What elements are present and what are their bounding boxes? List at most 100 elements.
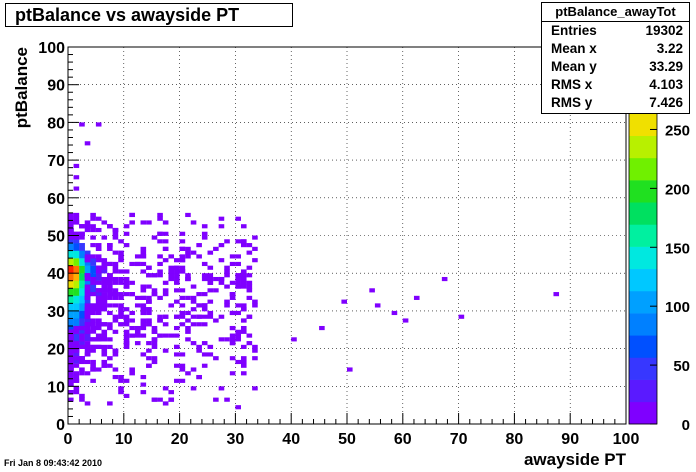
heatmap-cell [90,254,96,259]
heatmap-cell [168,269,175,274]
heatmap-cell [168,333,175,338]
heatmap-cell [73,390,80,395]
heatmap-cell [201,352,208,357]
heatmap-cell [68,356,74,361]
heatmap-cell [79,280,85,289]
y-tick-label: 80 [47,115,65,132]
heatmap-cell [118,250,124,255]
heatmap-cell [168,303,175,308]
heatmap-cell [151,344,158,349]
heatmap-cell [235,273,241,278]
x-tick-label: 30 [227,431,245,448]
heatmap-cell [107,273,113,278]
color-scale-step [629,246,657,270]
heatmap-cell [201,261,208,267]
heatmap-cell [201,303,208,308]
heatmap-cell [112,288,119,293]
heatmap-cell [73,186,80,191]
heatmap-cell [107,276,113,282]
heatmap-cell [90,224,96,229]
heatmap-cell [118,280,124,285]
heatmap-cell [185,273,191,278]
heatmap-cell [118,322,124,327]
x-tick-label: 20 [171,431,189,448]
heatmap-cell [140,288,147,293]
heatmap-cell [179,239,186,244]
heatmap-cell [79,310,85,319]
heatmap-cell [101,344,108,349]
heatmap-cell [190,322,197,327]
heatmap-cell [213,397,219,402]
color-scale-step [629,290,657,314]
heatmap-cell [140,220,147,225]
heatmap-cell [134,329,141,334]
y-tick-label: 50 [47,229,65,246]
heatmap-cell [207,352,214,357]
x-tick-label: 40 [282,431,300,448]
color-scale-step [629,113,657,137]
stats-row-rms-x: RMS x 4.103 [542,76,689,94]
heatmap-cell [146,295,152,300]
heatmap-cell [118,254,124,259]
heatmap-cell [162,348,169,353]
heatmap-cell [73,356,80,361]
heatmap-cell [229,254,236,259]
heatmap-cell [185,318,191,323]
heatmap-cell [240,359,247,365]
stats-row-mean-y: Mean y 33.29 [542,58,689,76]
heatmap-cell [168,397,175,402]
heatmap-cell [207,344,214,349]
heatmap-cell [73,303,80,312]
heatmap-cell [213,356,219,361]
heatmap-cell [123,280,130,285]
heatmap-cell [112,367,119,372]
heatmap-cell [151,329,158,334]
y-tick-label: 0 [56,417,65,434]
heatmap-cell [196,314,202,319]
heatmap-cell [252,344,258,349]
heatmap-cell [185,371,191,376]
heatmap-cell [246,265,253,270]
x-tick-label: 10 [115,431,133,448]
color-scale-step [629,268,657,292]
heatmap-cell [347,367,353,372]
heatmap-cell [201,235,208,240]
heatmap-cell [246,273,253,278]
heatmap-cell [95,307,102,312]
heatmap-cell [90,227,96,233]
heatmap-cell [140,374,147,380]
heatmap-cell [235,284,241,289]
heatmap-cell [174,299,180,304]
heatmap-cell [90,348,96,353]
heatmap-cell [118,295,124,300]
heatmap-cell [73,386,80,391]
color-scale-step [629,135,657,159]
heatmap-cell [146,341,152,346]
heatmap-cell [179,246,186,251]
heatmap-cell [246,250,253,255]
heatmap-cell [90,378,96,383]
heatmap-cell [151,356,158,361]
heatmap-cell [134,303,141,308]
heatmap-cell [68,303,74,312]
heatmap-cell [84,288,91,293]
heatmap-cell [90,292,96,297]
heatmap-cell [123,269,130,274]
heatmap-cell [123,341,130,346]
color-scale-step [629,180,657,203]
heatmap-cell [84,292,91,297]
heatmap-cell [68,378,74,383]
heatmap-cell [101,303,108,308]
heatmap-cell [129,280,135,285]
heatmap-cell [162,239,169,244]
heatmap-cell [196,322,202,327]
heatmap-cell [207,288,214,293]
heatmap-cell [213,288,219,293]
stats-label: Entries [551,23,597,38]
heatmap-cell [101,258,108,263]
stats-box: ptBalance_awayTot Entries 19302 Mean x 3.2… [541,2,690,114]
heatmap-cell [246,288,253,293]
heatmap-cell [95,216,102,221]
heatmap-cell [123,318,130,323]
heatmap-cell [68,318,74,327]
